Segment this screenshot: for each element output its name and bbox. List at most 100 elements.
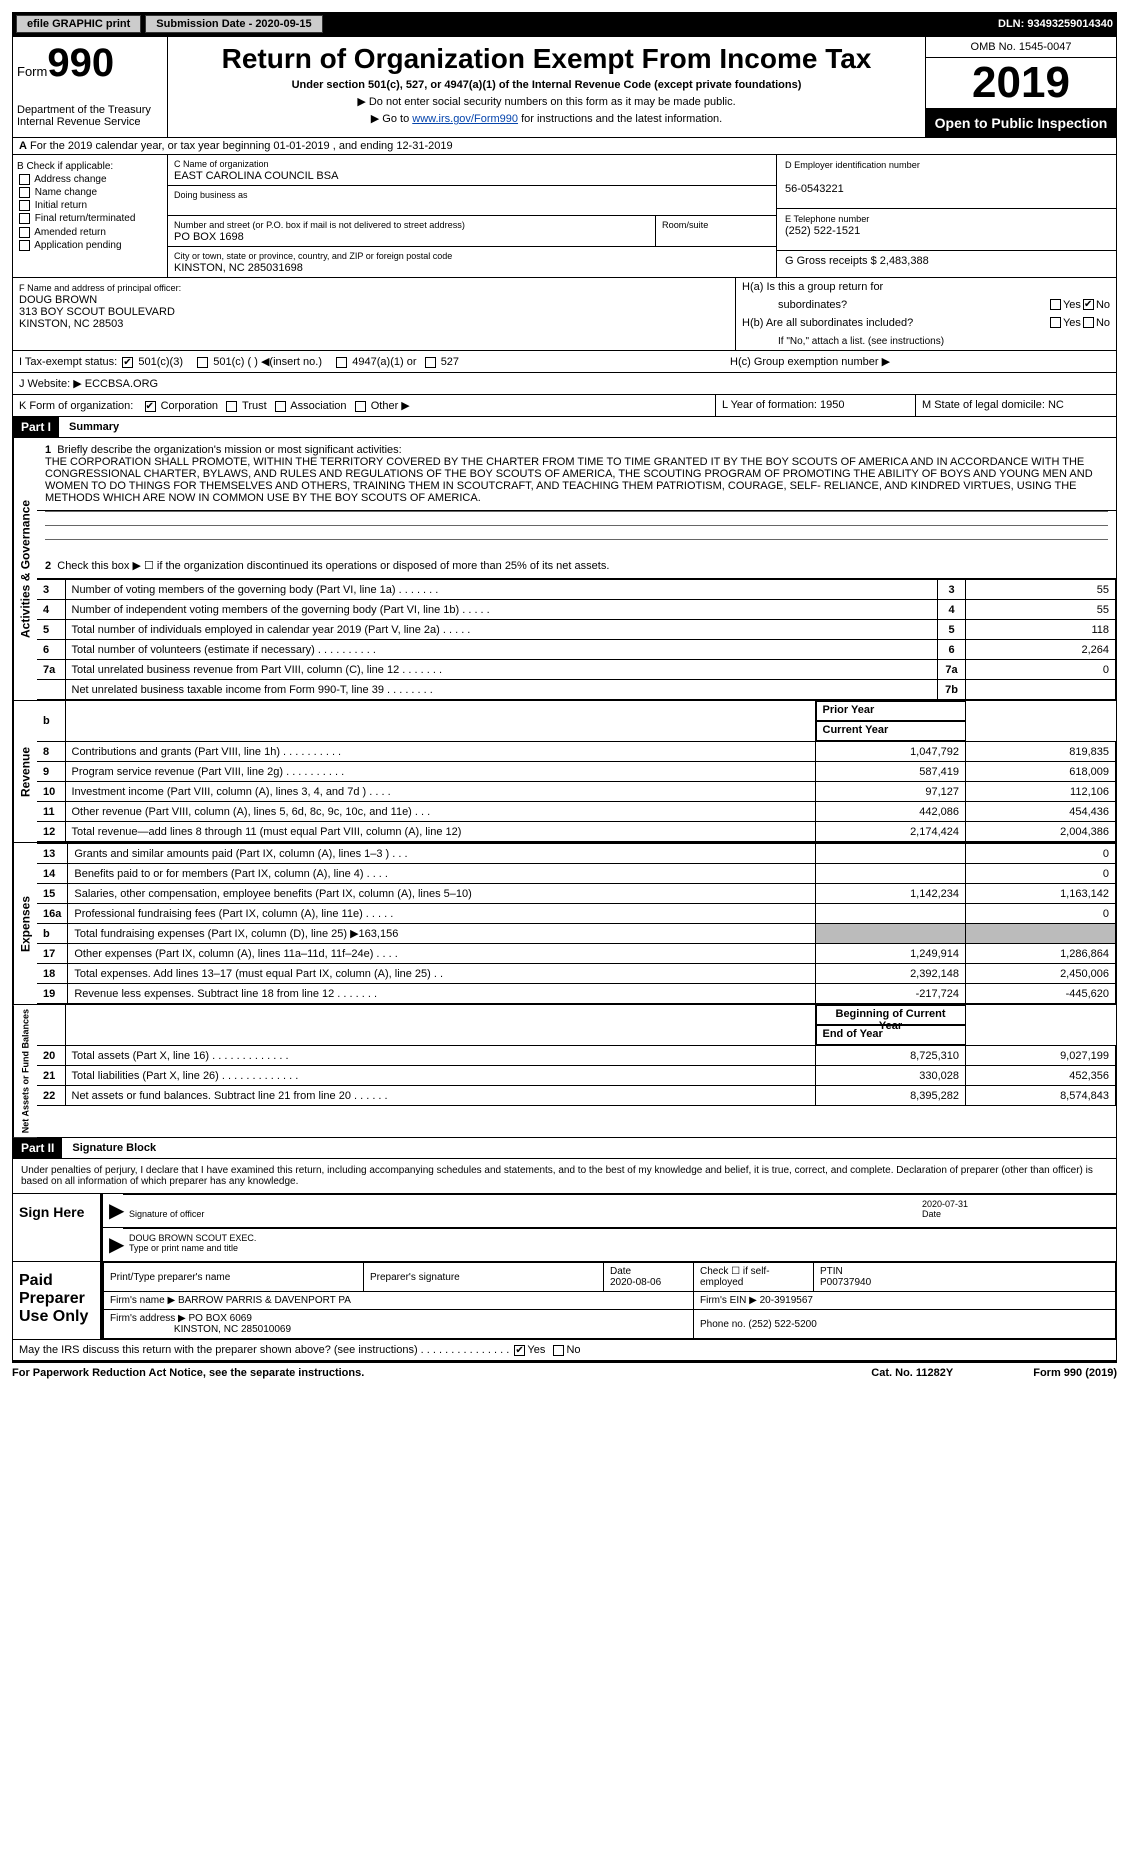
- org-address: PO BOX 1698: [174, 231, 244, 243]
- cb-hb-yes[interactable]: [1050, 317, 1061, 328]
- q2: 2 Check this box ▶ ☐ if the organization…: [37, 553, 1116, 579]
- part2-header: Part II Signature Block: [12, 1138, 1117, 1159]
- arrow-icon: ▶: [103, 1194, 123, 1227]
- sig-declaration: Under penalties of perjury, I declare th…: [13, 1159, 1116, 1193]
- vtab-gov: Activities & Governance: [13, 438, 37, 700]
- org-city: KINSTON, NC 285031698: [174, 262, 303, 274]
- state-domicile: M State of legal domicile: NC: [916, 395, 1116, 416]
- dba-label: Doing business as: [174, 190, 248, 200]
- cb-ha-yes[interactable]: [1050, 299, 1061, 310]
- cb-4947[interactable]: [336, 357, 347, 368]
- row-a-tax-year: A For the 2019 calendar year, or tax yea…: [12, 138, 1117, 155]
- section-na: Net Assets or Fund Balances Beginning of…: [12, 1005, 1117, 1138]
- vtab-exp: Expenses: [13, 843, 37, 1004]
- phone-value: (252) 522-1521: [785, 225, 860, 237]
- gross-value: 2,483,388: [880, 255, 929, 267]
- room-label: Room/suite: [662, 220, 708, 230]
- box-h: H(a) Is this a group return for subordin…: [736, 278, 1116, 350]
- part1-header: Part I Summary: [12, 417, 1117, 438]
- addr-label: Number and street (or P.O. box if mail i…: [174, 220, 465, 230]
- officer-label: F Name and address of principal officer:: [19, 283, 181, 293]
- firm-ein: 20-3919567: [760, 1295, 813, 1306]
- warning-link: ▶ Go to www.irs.gov/Form990 for instruct…: [174, 112, 919, 125]
- form-subtitle: Under section 501(c), 527, or 4947(a)(1)…: [174, 79, 919, 91]
- vtab-na: Net Assets or Fund Balances: [13, 1005, 37, 1137]
- firm-name: BARROW PARRIS & DAVENPORT PA: [178, 1295, 351, 1306]
- cb-amended[interactable]: Amended return: [17, 227, 163, 238]
- form-number: Form990: [17, 41, 163, 86]
- q1-mission: 1 Briefly describe the organization's mi…: [37, 438, 1116, 511]
- form-header: Form990 Department of the Treasury Inter…: [12, 36, 1117, 138]
- na-table: Beginning of Current Year End of Year 20…: [37, 1005, 1116, 1106]
- website-value: ECCBSA.ORG: [85, 378, 158, 390]
- cb-501c[interactable]: [197, 357, 208, 368]
- irs-label: Internal Revenue Service: [17, 116, 163, 128]
- cb-501c3[interactable]: [122, 357, 133, 368]
- sign-here-label: Sign Here: [13, 1194, 103, 1261]
- dept-treasury: Department of the Treasury: [17, 104, 163, 116]
- cb-name-change[interactable]: Name change: [17, 187, 163, 198]
- preparer-table: Print/Type preparer's name Preparer's si…: [103, 1262, 1116, 1339]
- blank-line: [45, 539, 1108, 553]
- box-c: C Name of organization EAST CAROLINA COU…: [168, 155, 776, 277]
- tax-year: 2019: [926, 58, 1116, 109]
- hb-note: If "No," attach a list. (see instruction…: [742, 336, 944, 347]
- cb-ha-no[interactable]: [1083, 299, 1094, 310]
- cat-no: Cat. No. 11282Y: [871, 1367, 953, 1379]
- hc-label: H(c) Group exemption number ▶: [730, 355, 1110, 368]
- cb-address-change[interactable]: Address change: [17, 174, 163, 185]
- officer-name: DOUG BROWN: [19, 294, 97, 306]
- row-j-website: J Website: ▶ ECCBSA.ORG: [12, 373, 1117, 395]
- ha-label: H(a) Is this a group return for: [742, 281, 1110, 293]
- blank-line: [45, 511, 1108, 525]
- submission-date: Submission Date - 2020-09-15: [145, 15, 322, 33]
- cb-other[interactable]: [355, 401, 366, 412]
- cb-527[interactable]: [425, 357, 436, 368]
- cb-app-pending[interactable]: Application pending: [17, 240, 163, 251]
- vtab-rev: Revenue: [13, 701, 37, 842]
- paid-prep-label: Paid Preparer Use Only: [13, 1262, 103, 1339]
- form-ref: Form 990 (2019): [1033, 1367, 1117, 1379]
- irs-link[interactable]: www.irs.gov/Form990: [412, 113, 518, 125]
- ein-label: D Employer identification number: [785, 160, 920, 170]
- firm-addr2: KINSTON, NC 285010069: [174, 1324, 291, 1335]
- section-rev: Revenue b Prior Year Current Year 8Contr…: [12, 701, 1117, 843]
- cb-discuss-yes[interactable]: [514, 1345, 525, 1356]
- dln: DLN: 93493259014340: [998, 18, 1113, 30]
- row-i-tax-status: I Tax-exempt status: 501(c)(3) 501(c) ( …: [12, 351, 1117, 373]
- section-gov: Activities & Governance 1 Briefly descri…: [12, 438, 1117, 701]
- city-label: City or town, state or province, country…: [174, 251, 452, 261]
- cb-corp[interactable]: [145, 401, 156, 412]
- warning-ssn: ▶ Do not enter social security numbers o…: [174, 95, 919, 108]
- efile-label: efile GRAPHIC print: [16, 15, 141, 33]
- firm-phone: (252) 522-5200: [748, 1319, 816, 1330]
- open-public: Open to Public Inspection: [926, 109, 1116, 137]
- box-b: B Check if applicable: Address change Na…: [13, 155, 168, 277]
- info-block: B Check if applicable: Address change Na…: [12, 155, 1117, 278]
- box-f: F Name and address of principal officer:…: [13, 278, 736, 350]
- sig-date: 2020-07-31: [922, 1199, 968, 1209]
- year-formation: L Year of formation: 1950: [716, 395, 916, 416]
- signature-block: Under penalties of perjury, I declare th…: [12, 1159, 1117, 1340]
- officer-addr1: 313 BOY SCOUT BOULEVARD: [19, 306, 175, 318]
- prep-date: 2020-08-06: [610, 1277, 661, 1288]
- org-name-label: C Name of organization: [174, 159, 269, 169]
- arrow-icon: ▶: [103, 1228, 123, 1261]
- phone-label: E Telephone number: [785, 214, 869, 224]
- cb-initial-return[interactable]: Initial return: [17, 200, 163, 211]
- box-deg: D Employer identification number 56-0543…: [776, 155, 1116, 277]
- form-title: Return of Organization Exempt From Incom…: [174, 43, 919, 75]
- cb-final-return[interactable]: Final return/terminated: [17, 213, 163, 224]
- rev-table: b Prior Year Current Year 8Contributions…: [37, 701, 1116, 842]
- section-exp: Expenses 13Grants and similar amounts pa…: [12, 843, 1117, 1005]
- may-discuss: May the IRS discuss this return with the…: [12, 1340, 1117, 1361]
- paperwork-notice: For Paperwork Reduction Act Notice, see …: [12, 1367, 364, 1379]
- block-fh: F Name and address of principal officer:…: [12, 278, 1117, 351]
- cb-discuss-no[interactable]: [553, 1345, 564, 1356]
- cb-hb-no[interactable]: [1083, 317, 1094, 328]
- cb-assoc[interactable]: [275, 401, 286, 412]
- officer-addr2: KINSTON, NC 28503: [19, 318, 123, 330]
- gross-label: G Gross receipts $: [785, 255, 877, 267]
- cb-trust[interactable]: [226, 401, 237, 412]
- exp-table: 13Grants and similar amounts paid (Part …: [37, 843, 1116, 1004]
